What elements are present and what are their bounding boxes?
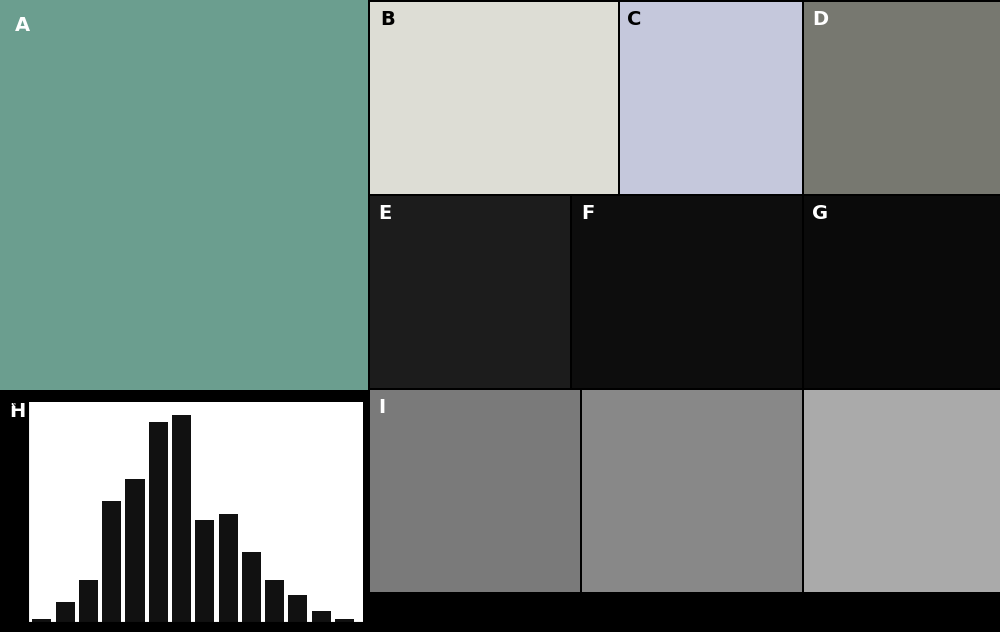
Text: B: B xyxy=(380,9,395,28)
Text: I: I xyxy=(378,398,386,417)
Bar xyxy=(172,415,191,622)
Text: E: E xyxy=(378,204,391,222)
Text: H: H xyxy=(9,402,25,421)
Bar xyxy=(79,580,98,622)
Bar xyxy=(242,552,261,622)
Bar xyxy=(335,619,354,622)
Bar xyxy=(312,611,331,622)
Bar xyxy=(102,501,121,622)
Text: A: A xyxy=(15,16,30,35)
Y-axis label: Percentage (%): Percentage (%) xyxy=(0,458,2,566)
Bar xyxy=(288,595,307,622)
Bar xyxy=(219,514,238,622)
Text: F: F xyxy=(581,204,594,222)
Bar xyxy=(125,479,145,622)
Bar xyxy=(32,619,51,622)
Bar xyxy=(56,602,75,622)
Text: C: C xyxy=(627,9,642,28)
Text: D: D xyxy=(812,9,828,28)
Bar xyxy=(195,520,214,622)
Bar xyxy=(149,422,168,622)
Text: G: G xyxy=(812,204,828,222)
Bar xyxy=(265,580,284,622)
